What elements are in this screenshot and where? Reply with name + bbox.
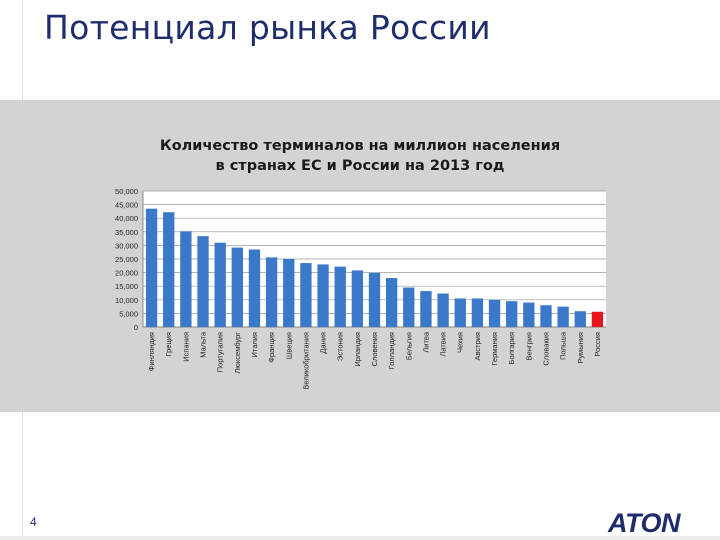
x-tick-label: Венгрия (524, 332, 533, 360)
x-tick-label: Финляндия (147, 332, 156, 371)
bottom-rule (0, 536, 720, 540)
x-tick-label: Голландия (387, 332, 396, 369)
x-tick-label: Литва (421, 331, 430, 352)
x-tick-label: Россия (593, 332, 602, 357)
bar (540, 305, 552, 327)
x-tick-label: Мальта (199, 331, 208, 358)
bar (368, 272, 381, 327)
bar (437, 293, 449, 327)
x-tick-label: Германия (490, 332, 499, 366)
y-tick-label: 45,000 (115, 201, 138, 210)
x-tick-label: Бельгия (404, 332, 413, 360)
x-tick-label: Франция (267, 332, 276, 363)
bar (163, 212, 175, 327)
bar (231, 247, 243, 327)
chart-title-line-2: в странах ЕС и России на 2013 год (215, 158, 505, 174)
y-tick-label: 10,000 (115, 296, 138, 305)
x-tick-label: Эстония (336, 332, 345, 361)
bar (506, 301, 518, 327)
x-tick-label: Испания (181, 332, 190, 362)
x-tick-label: Греция (164, 332, 173, 357)
y-tick-label: 50,000 (115, 187, 138, 196)
x-tick-label: Ирландия (353, 332, 362, 367)
bar (403, 287, 415, 327)
bar (334, 266, 346, 327)
x-tick-label: Словения (370, 332, 379, 367)
bar (180, 231, 192, 327)
x-tick-label: Дания (319, 332, 328, 354)
chart-title: Количество терминалов на миллион населен… (100, 136, 620, 176)
bar (574, 311, 586, 327)
y-tick-label: 20,000 (115, 269, 138, 278)
y-tick-label: 30,000 (115, 241, 138, 250)
y-tick-label: 35,000 (115, 228, 138, 237)
page-number: 4 (30, 515, 37, 529)
bar (145, 208, 158, 327)
y-tick-label: 5,000 (119, 309, 138, 318)
x-tick-label: Польша (559, 331, 568, 360)
x-tick-label: Австрия (473, 332, 482, 361)
x-tick-label: Италия (250, 332, 259, 358)
y-tick-label: 15,000 (115, 282, 138, 291)
chart-title-line-1: Количество терминалов на миллион населен… (159, 138, 561, 154)
x-tick-label: Великобритания (301, 332, 310, 390)
bar (214, 242, 226, 327)
x-tick-label: Болгария (507, 332, 516, 364)
bar (454, 298, 466, 327)
bar (351, 270, 364, 327)
y-tick-label: 0 (134, 323, 138, 332)
bar-highlight (591, 311, 604, 327)
x-tick-label: Румыния (576, 332, 585, 364)
y-tick-label: 25,000 (115, 255, 138, 264)
bar (557, 306, 569, 327)
aton-logo-text: ATON (607, 508, 681, 536)
bar (523, 302, 535, 327)
x-tick-label: Люксембург (233, 332, 242, 374)
bar (420, 291, 432, 327)
bar (283, 259, 295, 327)
x-tick-label: Словакия (541, 332, 550, 366)
bar (385, 278, 398, 327)
x-tick-label: Латвия (439, 332, 448, 357)
x-tick-label: Швеция (284, 332, 293, 360)
bar (488, 299, 501, 327)
bar (471, 298, 484, 327)
bar (248, 249, 261, 327)
bar (317, 264, 329, 327)
bar (300, 263, 312, 327)
y-tick-label: 40,000 (115, 214, 138, 223)
x-tick-label: Чехия (456, 332, 465, 353)
aton-logo: ATON (607, 508, 682, 536)
bar (265, 257, 278, 327)
page-title: Потенциал рынка России (44, 8, 491, 47)
bar (197, 236, 209, 327)
x-tick-label: Португалия (216, 332, 225, 372)
